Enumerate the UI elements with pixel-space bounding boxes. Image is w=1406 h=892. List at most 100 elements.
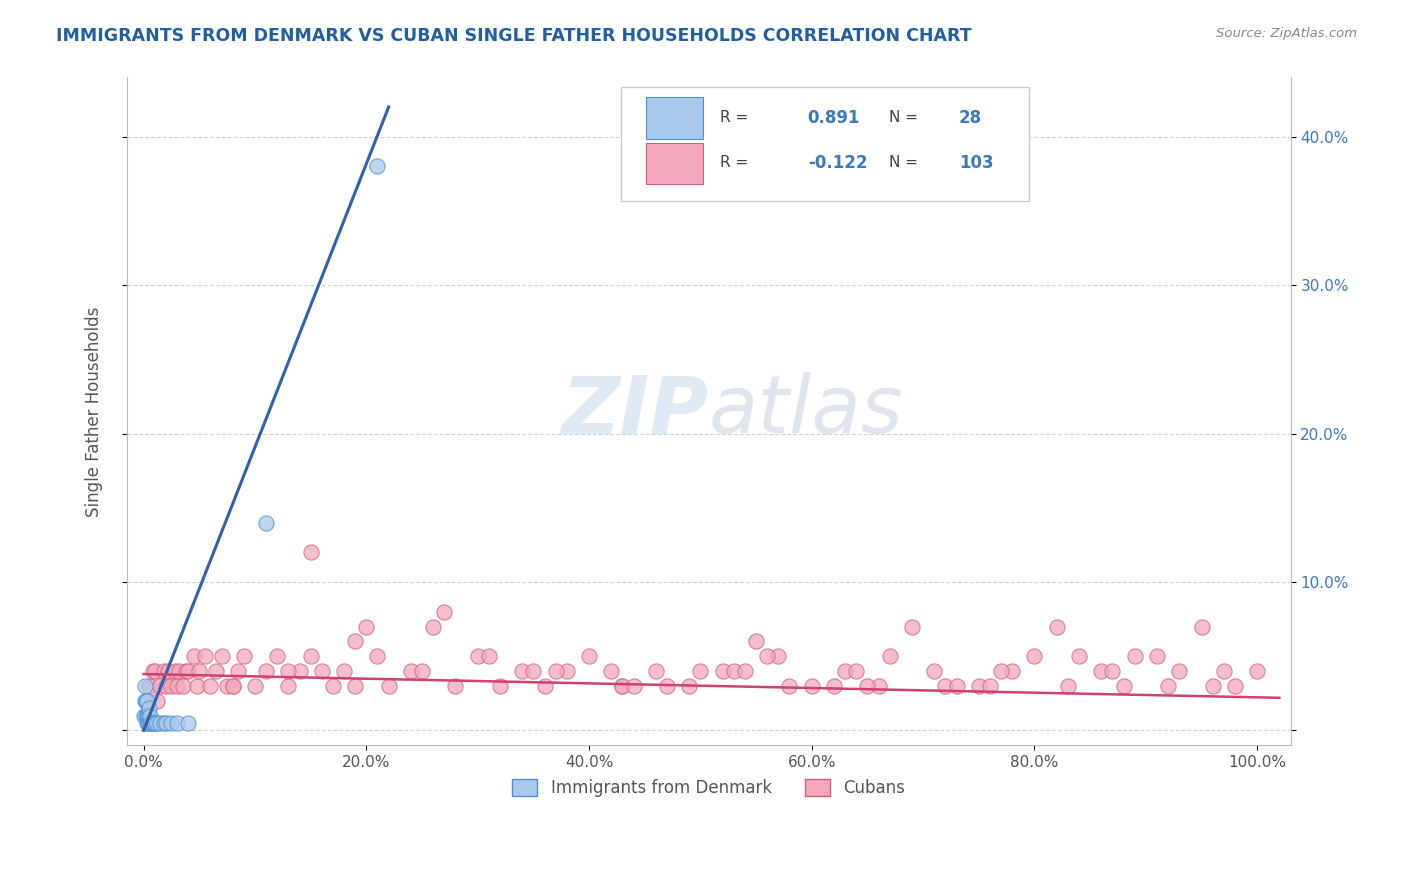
- Point: [200, 679, 222, 693]
- Point: [177, 716, 200, 731]
- Point: [1067, 649, 1090, 664]
- Text: 0.891: 0.891: [807, 109, 860, 127]
- Point: [1223, 679, 1246, 693]
- Text: Source: ZipAtlas.com: Source: ZipAtlas.com: [1216, 27, 1357, 40]
- Point: [155, 716, 177, 731]
- Point: [555, 664, 578, 678]
- Point: [678, 679, 700, 693]
- Text: IMMIGRANTS FROM DENMARK VS CUBAN SINGLE FATHER HOUSEHOLDS CORRELATION CHART: IMMIGRANTS FROM DENMARK VS CUBAN SINGLE …: [56, 27, 972, 45]
- Point: [139, 716, 162, 731]
- Point: [366, 649, 388, 664]
- Point: [188, 664, 211, 678]
- Point: [779, 679, 801, 693]
- FancyBboxPatch shape: [621, 87, 1029, 201]
- Point: [800, 679, 823, 693]
- Text: N =: N =: [889, 155, 918, 170]
- Point: [723, 664, 745, 678]
- Point: [411, 664, 433, 678]
- Point: [152, 664, 174, 678]
- Point: [288, 664, 311, 678]
- Point: [1191, 619, 1213, 633]
- Point: [217, 679, 239, 693]
- Point: [134, 694, 156, 708]
- Point: [1090, 664, 1112, 678]
- Point: [745, 634, 768, 648]
- Point: [600, 664, 623, 678]
- Point: [141, 716, 163, 731]
- Point: [136, 708, 159, 723]
- Point: [243, 679, 266, 693]
- Point: [467, 649, 489, 664]
- Point: [136, 716, 159, 731]
- Point: [222, 679, 245, 693]
- Point: [211, 649, 233, 664]
- Point: [277, 679, 299, 693]
- Point: [135, 694, 157, 708]
- Point: [333, 664, 356, 678]
- Point: [399, 664, 422, 678]
- Text: R =: R =: [720, 155, 748, 170]
- Point: [299, 545, 322, 559]
- Point: [254, 664, 277, 678]
- Point: [132, 708, 155, 723]
- Point: [901, 619, 924, 633]
- Point: [433, 605, 456, 619]
- Point: [136, 694, 159, 708]
- Point: [186, 679, 208, 693]
- Point: [134, 679, 156, 693]
- Point: [522, 664, 544, 678]
- Point: [1046, 619, 1069, 633]
- Point: [167, 664, 190, 678]
- Y-axis label: Single Father Households: Single Father Households: [86, 306, 103, 516]
- Point: [152, 716, 174, 731]
- Point: [344, 679, 367, 693]
- Text: atlas: atlas: [709, 372, 904, 450]
- Point: [205, 664, 228, 678]
- Point: [879, 649, 901, 664]
- FancyBboxPatch shape: [645, 97, 703, 139]
- Point: [845, 664, 868, 678]
- Point: [979, 679, 1001, 693]
- Point: [533, 679, 555, 693]
- Point: [183, 649, 205, 664]
- Point: [655, 679, 678, 693]
- Point: [1001, 664, 1024, 678]
- Point: [136, 716, 159, 731]
- Point: [823, 679, 845, 693]
- Text: 103: 103: [959, 154, 994, 172]
- Point: [146, 716, 169, 731]
- Point: [934, 679, 956, 693]
- Point: [322, 679, 344, 693]
- Point: [177, 664, 200, 678]
- Point: [149, 679, 172, 693]
- Point: [222, 679, 245, 693]
- Point: [1201, 679, 1223, 693]
- Point: [172, 679, 194, 693]
- Point: [578, 649, 600, 664]
- Text: ZIP: ZIP: [561, 372, 709, 450]
- Point: [1112, 679, 1135, 693]
- Legend: Immigrants from Denmark, Cubans: Immigrants from Denmark, Cubans: [506, 772, 912, 804]
- Point: [623, 679, 645, 693]
- Point: [612, 679, 634, 693]
- Point: [136, 708, 159, 723]
- Point: [444, 679, 467, 693]
- FancyBboxPatch shape: [645, 143, 703, 185]
- Point: [1057, 679, 1080, 693]
- Point: [478, 649, 501, 664]
- Point: [544, 664, 567, 678]
- Point: [138, 679, 160, 693]
- Point: [174, 664, 197, 678]
- Point: [366, 160, 388, 174]
- Point: [422, 619, 444, 633]
- Point: [489, 679, 512, 693]
- Point: [856, 679, 879, 693]
- Point: [149, 716, 172, 731]
- Point: [990, 664, 1012, 678]
- Point: [967, 679, 990, 693]
- Point: [142, 716, 165, 731]
- Point: [734, 664, 756, 678]
- Point: [138, 708, 160, 723]
- Point: [254, 516, 277, 530]
- Point: [146, 694, 169, 708]
